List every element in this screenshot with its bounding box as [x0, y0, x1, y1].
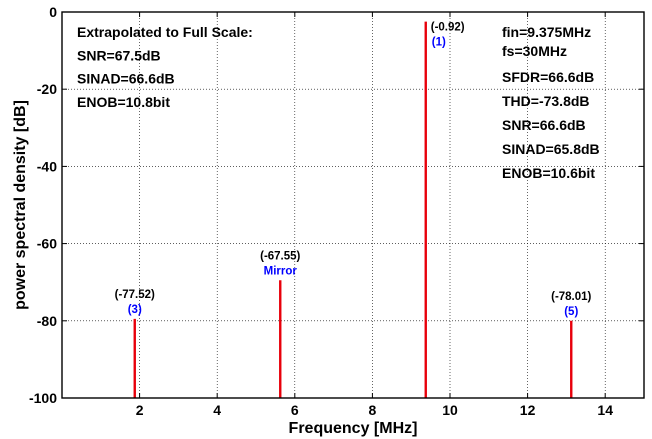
y-tick-label: -60: [37, 236, 57, 252]
right-note: ENOB=10.6bit: [502, 165, 595, 181]
peak-tag-label: (3): [128, 304, 142, 316]
right-note: SFDR=66.6dB: [502, 69, 594, 85]
left-note: ENOB=10.8bit: [77, 94, 170, 110]
spikes: [133, 21, 573, 398]
x-tick-label: 2: [136, 402, 144, 418]
left-note: SINAD=66.6dB: [77, 71, 175, 87]
peak-value-label: (-0.92): [431, 22, 465, 34]
plot-frame: [61, 11, 645, 399]
peak-value-label: (-67.55): [260, 250, 300, 262]
peak-value-label: (-78.01): [551, 291, 591, 303]
x-tick-label: 10: [442, 402, 458, 418]
y-tick-label: -20: [37, 81, 57, 97]
y-tick-label: -100: [29, 390, 57, 406]
right-note: SINAD=65.8dB: [502, 141, 600, 157]
x-tick-label: 8: [369, 402, 377, 418]
right-note: fin=9.375MHz: [502, 24, 591, 40]
x-tick-label: 6: [291, 402, 299, 418]
left-note: SNR=67.5dB: [77, 47, 161, 63]
peak-value-label: (-77.52): [115, 289, 155, 301]
y-tick-label: -40: [37, 158, 57, 174]
y-tick-label: 0: [49, 4, 57, 20]
y-tick-label: -80: [37, 313, 57, 329]
grid: [62, 12, 644, 398]
right-note: SNR=66.6dB: [502, 117, 586, 133]
peak-tag-label: (1): [432, 37, 446, 49]
x-tick-label: 12: [520, 402, 536, 418]
left-note: Extrapolated to Full Scale:: [77, 24, 253, 40]
x-axis-title: Frequency [MHz]: [289, 420, 418, 437]
y-axis-title: power spectral density [dB]: [12, 100, 29, 310]
peak-labels: (-77.52) (3) (-67.55) Mirror (-0.92) (1) (-78.…: [115, 22, 592, 318]
x-tick-label: 14: [597, 402, 613, 418]
right-note: THD=-73.8dB: [502, 93, 590, 109]
x-tick-label: 4: [213, 402, 221, 418]
peak-tag-label: (5): [564, 306, 578, 318]
axis-ticks: 2 4 6 8 10 12 14 0 -20 -40 -60 -80 -100: [29, 4, 644, 418]
peak-tag-label: Mirror: [264, 265, 298, 277]
notes: Extrapolated to Full Scale: SNR=67.5dB SIN…: [77, 24, 600, 181]
right-note: fs=30MHz: [502, 43, 567, 59]
